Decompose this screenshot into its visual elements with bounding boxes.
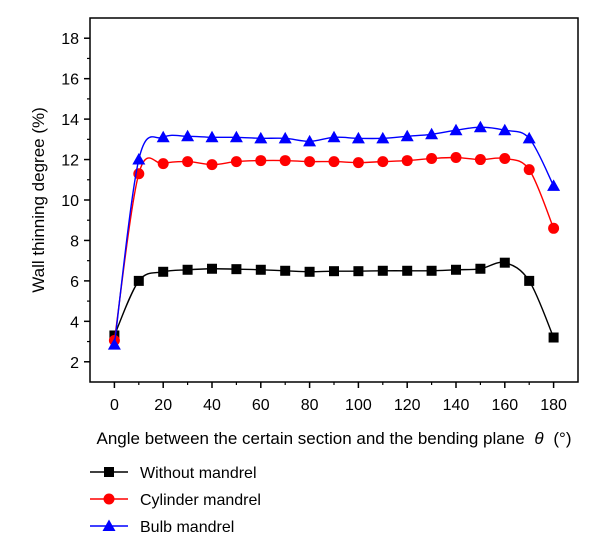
- data-point: [181, 129, 195, 142]
- x-tick-label: 20: [154, 397, 172, 414]
- data-point: [548, 222, 560, 234]
- data-point: [255, 264, 266, 275]
- data-point: [207, 263, 217, 274]
- data-point: [401, 155, 413, 167]
- data-point: [522, 131, 536, 144]
- data-point: [206, 159, 218, 171]
- y-axis-label: Wall thinning degree (%): [29, 107, 48, 293]
- data-point: [327, 130, 341, 143]
- data-point: [182, 156, 194, 168]
- x-axis-label-text: Angle between the certain section and th…: [97, 429, 525, 448]
- data-point: [279, 155, 291, 167]
- data-point: [499, 153, 511, 165]
- legend-label: Bulb mandrel: [140, 519, 234, 536]
- data-point: [351, 131, 365, 144]
- data-point: [426, 265, 437, 276]
- data-point: [353, 266, 364, 277]
- y-tick-label: 6: [70, 274, 79, 291]
- legend-marker: [104, 467, 114, 477]
- data-point: [402, 265, 413, 276]
- data-point: [329, 266, 339, 277]
- data-point: [548, 332, 559, 343]
- x-tick-label: 80: [301, 397, 319, 414]
- data-point: [352, 157, 364, 169]
- data-point: [475, 263, 486, 274]
- data-point: [377, 156, 389, 168]
- x-tick-label: 100: [345, 397, 372, 414]
- y-tick-label: 2: [70, 355, 79, 372]
- x-axis-label-symbol: θ: [534, 429, 544, 448]
- series-line: [113, 156, 555, 341]
- legend: Without mandrel Cylinder mandrel Bulb mand…: [90, 465, 261, 536]
- data-point: [474, 154, 486, 166]
- data-point: [303, 134, 317, 147]
- y-tick-label: 18: [61, 31, 79, 48]
- axes-frame: [89, 17, 579, 383]
- series-layer: [107, 120, 561, 350]
- legend-label: Without mandrel: [140, 465, 257, 482]
- data-point: [304, 266, 315, 277]
- y-tick-label: 8: [70, 233, 79, 250]
- data-point: [280, 265, 291, 276]
- x-tick-label: 120: [394, 397, 421, 414]
- data-point: [377, 265, 388, 276]
- data-point: [156, 130, 170, 143]
- data-point: [278, 131, 292, 144]
- x-tick-label: 40: [203, 397, 221, 414]
- data-point: [254, 131, 268, 144]
- legend-item: Bulb mandrel: [90, 519, 234, 536]
- data-point: [473, 120, 487, 133]
- y-tick-label: 14: [61, 112, 79, 129]
- x-tick-label: 180: [540, 397, 567, 414]
- y-tick-label: 16: [61, 72, 79, 89]
- plot-area: [89, 17, 579, 383]
- legend-item: Cylinder mandrel: [90, 492, 261, 509]
- data-point: [524, 275, 535, 286]
- data-point: [451, 264, 461, 275]
- data-point: [400, 129, 414, 142]
- ticks-layer: 0 20 40 60 80 100 120 140 160 180 2 4 6 8 10 12 14 16 18: [61, 31, 567, 414]
- data-point: [425, 127, 439, 140]
- x-axis-label: Angle between the certain section and th…: [97, 429, 572, 448]
- data-point: [132, 153, 146, 165]
- data-point: [133, 275, 144, 286]
- data-point: [523, 164, 535, 176]
- series-1: [109, 257, 559, 343]
- x-tick-label: 60: [252, 397, 270, 414]
- y-tick-label: 4: [70, 314, 79, 331]
- data-point: [230, 156, 242, 168]
- data-point: [229, 130, 243, 143]
- data-point: [182, 264, 193, 275]
- x-tick-label: 140: [443, 397, 470, 414]
- x-tick-label: 0: [110, 397, 119, 414]
- x-tick-label: 160: [491, 397, 518, 414]
- y-tick-label: 12: [61, 153, 79, 170]
- data-point: [547, 179, 561, 191]
- data-point: [157, 158, 169, 170]
- data-point: [205, 130, 219, 143]
- data-point: [231, 264, 242, 275]
- legend-marker: [103, 493, 115, 505]
- series-3: [107, 120, 561, 350]
- data-point: [498, 123, 512, 136]
- data-point: [450, 152, 462, 164]
- data-point: [255, 155, 267, 167]
- legend-marker: [102, 519, 116, 531]
- x-axis-label-unit: (°): [553, 429, 571, 448]
- data-point: [449, 123, 463, 136]
- y-tick-label: 10: [61, 193, 79, 210]
- data-point: [304, 156, 316, 168]
- data-point: [328, 156, 340, 168]
- data-point: [426, 153, 438, 165]
- series-2: [108, 152, 560, 347]
- data-point: [107, 338, 121, 350]
- legend-label: Cylinder mandrel: [140, 492, 261, 509]
- legend-item: Without mandrel: [90, 465, 257, 482]
- data-point: [499, 257, 510, 268]
- data-point: [158, 266, 169, 277]
- data-point: [376, 131, 390, 144]
